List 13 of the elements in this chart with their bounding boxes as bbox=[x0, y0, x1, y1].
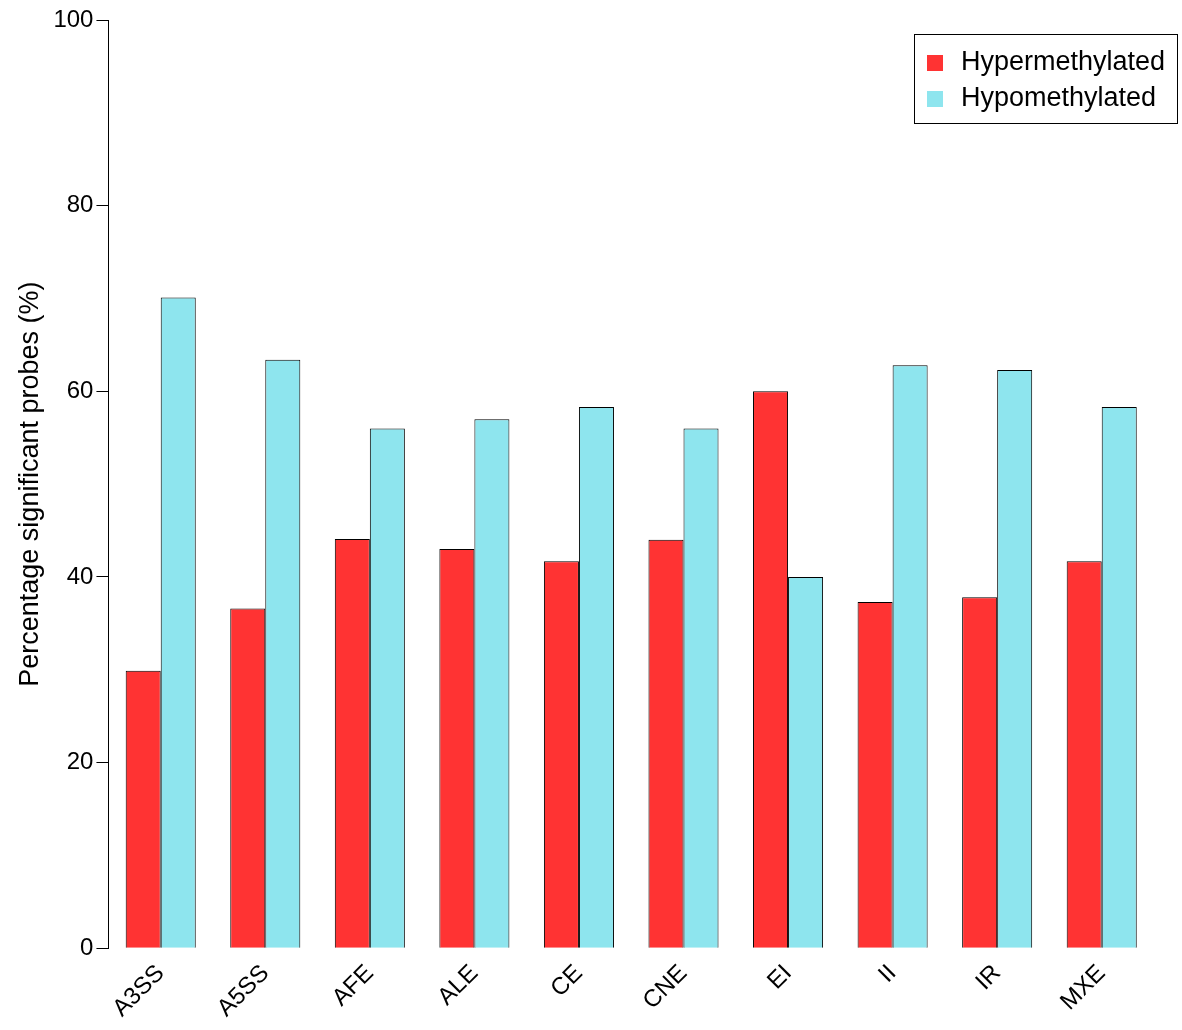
x-tick-label: EI bbox=[761, 958, 797, 994]
y-tick-label: 80 bbox=[66, 190, 94, 218]
y-axis-title: Percentage significant probes (%) bbox=[13, 281, 44, 687]
y-tick-label: 20 bbox=[66, 747, 94, 775]
y-tick-label: 100 bbox=[53, 4, 94, 32]
y-tick-label: 40 bbox=[66, 561, 94, 589]
y-tick-label: 0 bbox=[80, 932, 94, 960]
legend-label: Hypomethylated bbox=[960, 82, 1156, 112]
legend-label: Hypermethylated bbox=[960, 46, 1165, 76]
y-tick-label: 60 bbox=[66, 375, 94, 403]
x-tick-label: II bbox=[872, 958, 901, 988]
x-tick-label: IR bbox=[969, 958, 1006, 995]
x-tick-label: CE bbox=[544, 958, 588, 1002]
